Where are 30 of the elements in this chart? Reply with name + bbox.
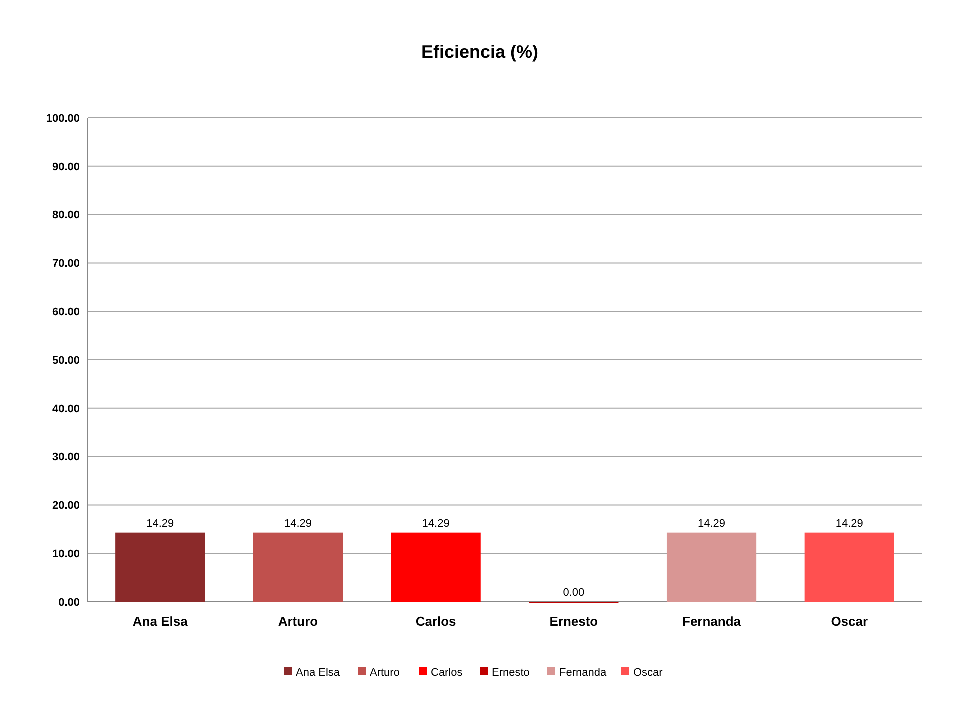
y-tick-label: 40.00 [52,403,80,416]
legend-label: Oscar [634,666,664,679]
legend-label: Ernesto [492,666,530,679]
data-label: 0.00 [563,587,585,599]
x-tick-label: Ernesto [550,614,598,629]
data-label: 14.29 [698,518,726,530]
data-label: 14.29 [146,518,174,530]
data-label: 14.29 [836,518,864,530]
legend-label: Fernanda [560,666,608,679]
y-tick-label: 90.00 [52,161,80,174]
y-tick-label: 50.00 [52,354,80,367]
y-tick-label: 30.00 [52,452,80,464]
legend-label: Arturo [370,666,400,679]
y-tick-label: 60.00 [52,306,80,318]
y-tick-label: 100.00 [46,112,80,125]
chart-title: Eficiencia (%) [421,42,539,62]
x-tick-label: Oscar [831,614,868,629]
y-tick-label: 10.00 [52,548,80,560]
y-tick-label: 80.00 [52,210,80,222]
legend-label: Ana Elsa [296,666,341,679]
x-tick-label: Fernanda [682,614,742,629]
x-tick-label: Carlos [416,614,456,629]
y-tick-label: 20.00 [52,500,80,512]
data-label: 14.29 [284,518,312,530]
legend-label: Carlos [431,666,464,679]
x-tick-label: Arturo [278,614,318,629]
x-tick-label: Ana Elsa [132,614,189,629]
y-tick-label: 0.00 [58,596,80,609]
data-label: 14.29 [422,518,450,530]
y-tick-label: 70.00 [52,258,80,270]
